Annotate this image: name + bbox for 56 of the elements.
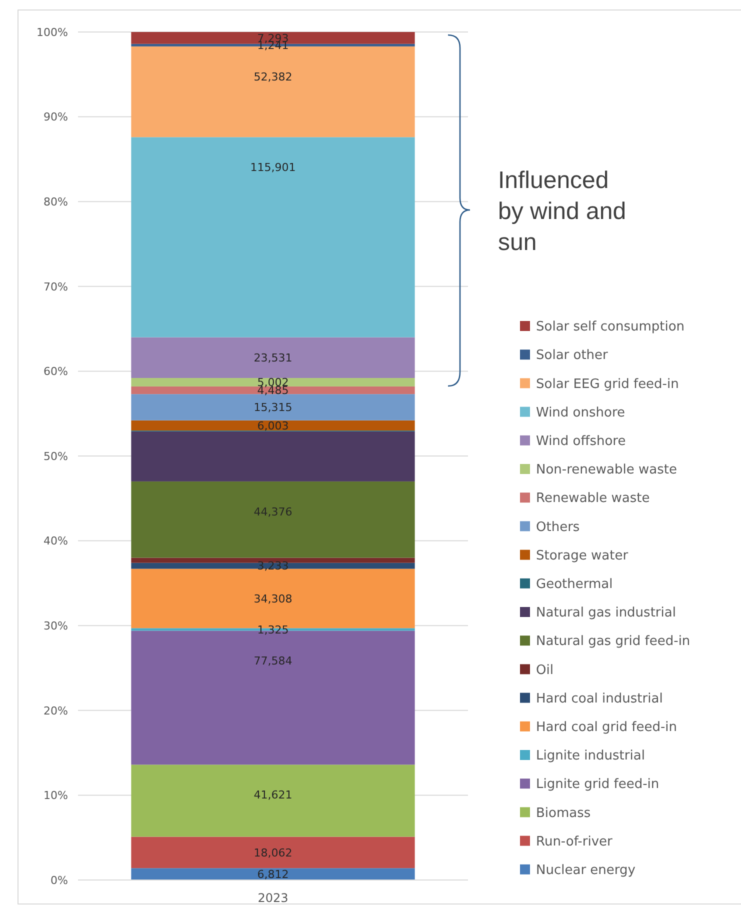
bar	[131, 558, 415, 563]
bar	[131, 481, 415, 558]
y-tick-label: 90%	[44, 110, 68, 124]
annotation: 15,315	[254, 401, 292, 414]
annotation: 18,062	[254, 846, 292, 860]
legend-label: Wind onshore	[536, 405, 626, 420]
bar	[131, 836, 415, 868]
y-tick-label: 60%	[44, 365, 68, 378]
legend-label: Lignite industrial	[536, 748, 645, 764]
annotation: 115,901	[250, 161, 296, 174]
legend-label: Solar other	[536, 348, 609, 364]
legend-label: Run-of-river	[536, 834, 614, 850]
annotation: 6,812	[257, 868, 289, 881]
y-tick-label: 10%	[44, 789, 68, 802]
legend-label: Biomass	[536, 806, 591, 821]
legend-label: Others	[536, 520, 580, 535]
bar	[131, 868, 415, 880]
legend-label: Hard coal grid feed-in	[536, 720, 678, 735]
legend-label: Oil	[536, 662, 554, 678]
bar	[131, 386, 415, 394]
bar	[131, 420, 415, 431]
bar	[131, 431, 415, 482]
annotation: 52,382	[254, 70, 292, 84]
legend-label: Geothermal	[536, 576, 613, 592]
legend-label: Solar EEG grid feed-in	[536, 376, 679, 392]
legend-label: Lignite grid feed-in	[536, 777, 660, 792]
bar	[131, 337, 415, 378]
y-tick-label: 30%	[44, 619, 68, 632]
y-tick-label: 80%	[44, 195, 68, 208]
legend-label: Nuclear energy	[536, 862, 636, 878]
annotation: 44,376	[254, 505, 292, 518]
y-tick-label: 40%	[44, 534, 68, 548]
y-tick-label: 0%	[50, 874, 68, 887]
legend-label: Storage water	[536, 548, 629, 564]
legend-label: Renewable waste	[536, 491, 650, 506]
bar	[131, 378, 415, 386]
annotation: 41,621	[254, 788, 292, 802]
annotation: 34,308	[254, 592, 292, 606]
bar	[131, 394, 415, 420]
annotation: 6,003	[257, 419, 289, 432]
y-tick-label: 50%	[44, 450, 68, 463]
annotation: 77,584	[254, 654, 292, 668]
y-tick-label: 100%	[36, 26, 68, 39]
legend-label: Wind offshore	[536, 434, 626, 449]
annotation: 23,531	[254, 351, 292, 364]
legend-label: Hard coal industrial	[536, 691, 663, 706]
bar	[131, 764, 415, 837]
y-tick-label: 70%	[44, 280, 68, 294]
text: Influenced by wind and sun	[498, 167, 626, 256]
legend-label: Non-renewable waste	[536, 462, 677, 478]
legend-label: Natural gas grid feed-in	[536, 634, 690, 650]
bar	[131, 137, 415, 338]
x-tick-label: 2023	[258, 891, 288, 906]
legend-label: Natural gas industrial	[536, 606, 676, 621]
y-tick-label: 20%	[44, 704, 68, 718]
legend-label: Solar self consumption	[536, 320, 685, 335]
